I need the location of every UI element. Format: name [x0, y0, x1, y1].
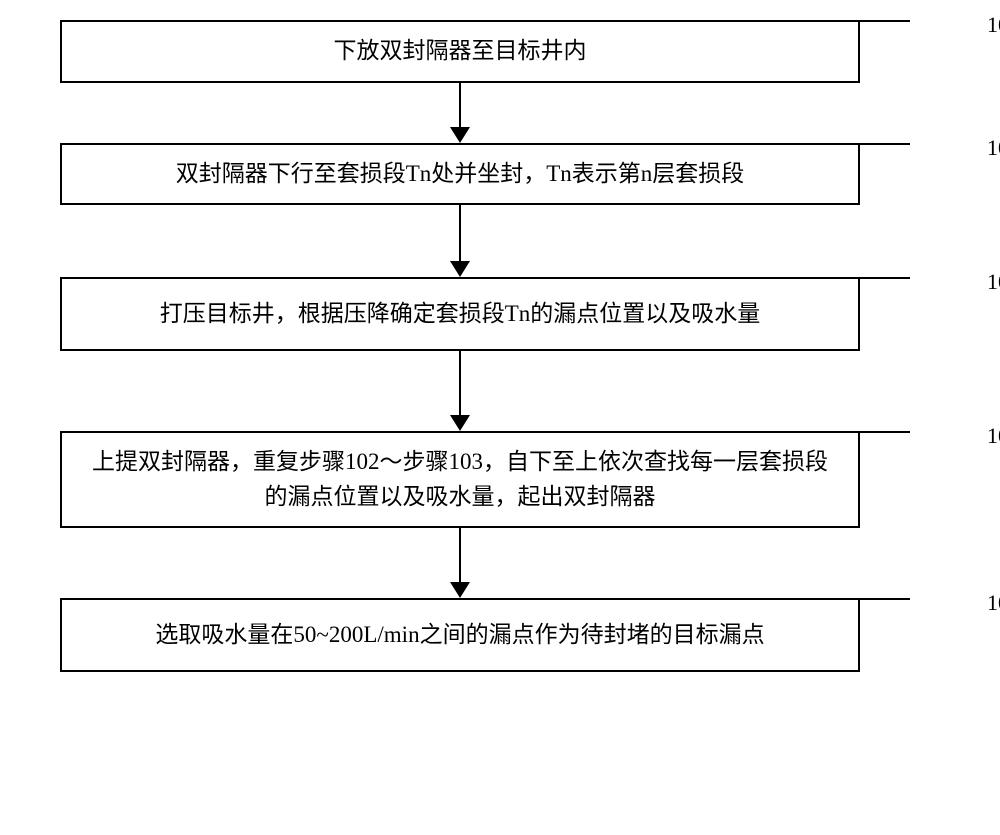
- step-text: 上提双封隔器，重复步骤102～步骤103，自下至上依次查找每一层套损段的漏点位置…: [82, 445, 838, 514]
- step-box-101: 下放双封隔器至目标井内: [60, 20, 860, 83]
- arrow-body: [450, 83, 470, 143]
- label-connector: [860, 277, 910, 279]
- step-row-105: 选取吸水量在50~200L/min之间的漏点作为待封堵的目标漏点105: [60, 598, 940, 672]
- step-row-103: 打压目标井，根据压降确定套损段Tn的漏点位置以及吸水量103: [60, 277, 940, 351]
- arrow-line: [459, 205, 461, 261]
- step-label: 102: [987, 135, 1000, 161]
- step-row-104: 上提双封隔器，重复步骤102～步骤103，自下至上依次查找每一层套损段的漏点位置…: [60, 431, 940, 528]
- step-label: 104: [987, 423, 1000, 449]
- step-label: 105: [987, 590, 1000, 616]
- arrow-line: [459, 83, 461, 127]
- step-text: 双封隔器下行至套损段Tn处并坐封，Tn表示第n层套损段: [176, 157, 745, 192]
- arrow-103: [60, 351, 860, 431]
- step-row-102: 双封隔器下行至套损段Tn处并坐封，Tn表示第n层套损段102: [60, 143, 940, 206]
- arrow-104: [60, 528, 860, 598]
- arrow-head-icon: [450, 127, 470, 143]
- label-connector: [860, 431, 910, 433]
- step-text: 选取吸水量在50~200L/min之间的漏点作为待封堵的目标漏点: [155, 618, 764, 653]
- arrow-102: [60, 205, 860, 277]
- step-box-104: 上提双封隔器，重复步骤102～步骤103，自下至上依次查找每一层套损段的漏点位置…: [60, 431, 860, 528]
- step-box-103: 打压目标井，根据压降确定套损段Tn的漏点位置以及吸水量: [60, 277, 860, 351]
- step-row-101: 下放双封隔器至目标井内101: [60, 20, 940, 83]
- step-label: 103: [987, 269, 1000, 295]
- arrow-head-icon: [450, 261, 470, 277]
- label-connector: [860, 143, 910, 145]
- label-connector: [860, 598, 910, 600]
- step-text: 下放双封隔器至目标井内: [334, 34, 587, 69]
- arrow-line: [459, 528, 461, 582]
- arrow-body: [450, 528, 470, 598]
- step-box-102: 双封隔器下行至套损段Tn处并坐封，Tn表示第n层套损段: [60, 143, 860, 206]
- arrow-body: [450, 205, 470, 277]
- step-box-105: 选取吸水量在50~200L/min之间的漏点作为待封堵的目标漏点: [60, 598, 860, 672]
- arrow-line: [459, 351, 461, 415]
- step-text: 打压目标井，根据压降确定套损段Tn的漏点位置以及吸水量: [160, 297, 761, 332]
- arrow-101: [60, 83, 860, 143]
- arrow-body: [450, 351, 470, 431]
- arrow-head-icon: [450, 582, 470, 598]
- arrow-head-icon: [450, 415, 470, 431]
- label-connector: [860, 20, 910, 22]
- flowchart-container: 下放双封隔器至目标井内101 双封隔器下行至套损段Tn处并坐封，Tn表示第n层套损…: [60, 20, 940, 672]
- step-label: 101: [987, 12, 1000, 38]
